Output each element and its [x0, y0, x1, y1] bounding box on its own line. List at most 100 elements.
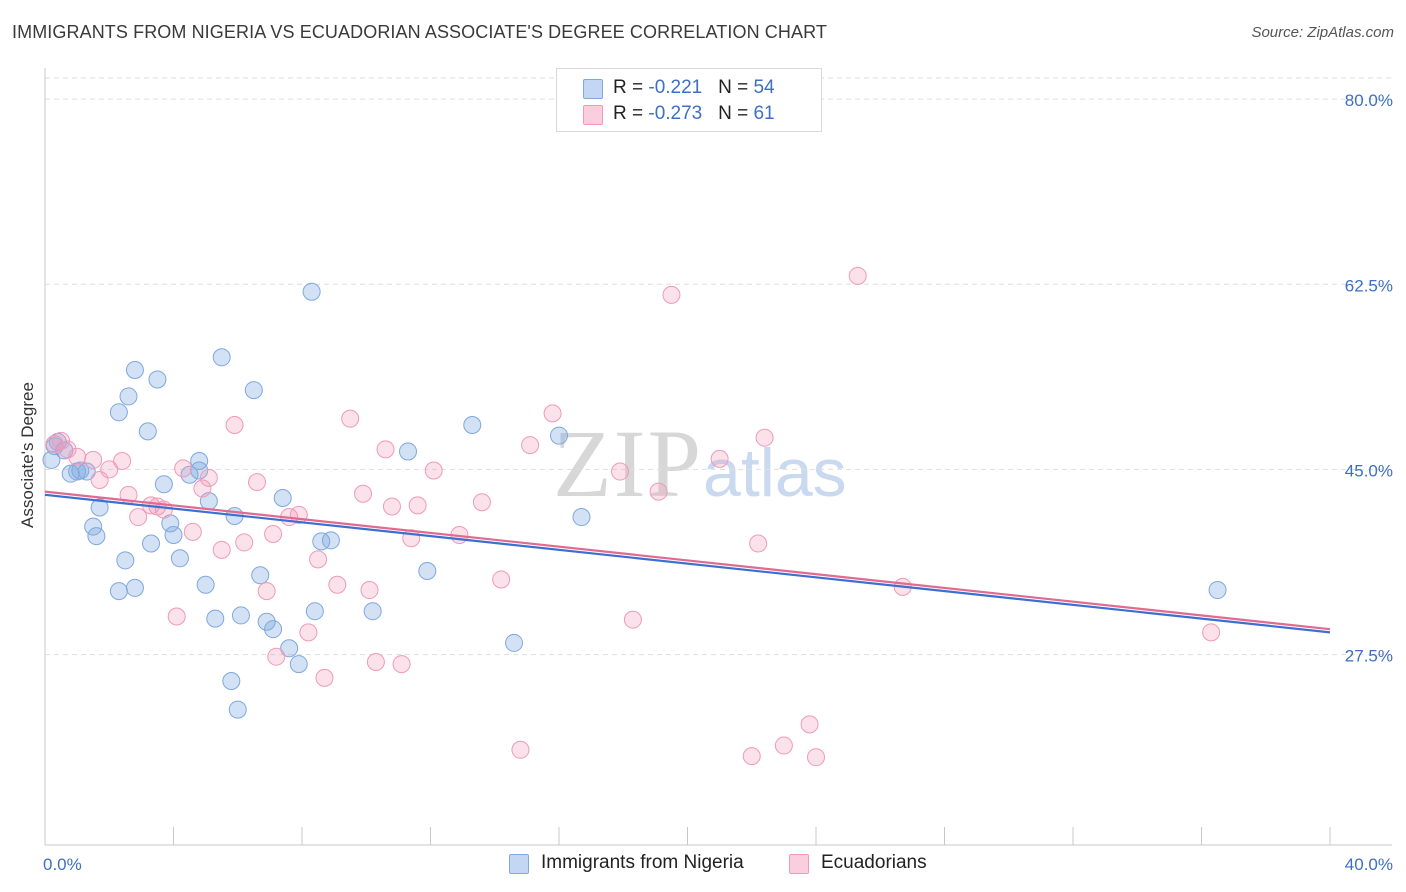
nigeria-point [399, 442, 418, 461]
ecuadorian-point [376, 440, 395, 459]
y-tick-label: 27.5% [1345, 647, 1393, 666]
nigeria-point [170, 549, 189, 568]
nigeria-point [125, 360, 144, 379]
ecuadorian-point [360, 581, 379, 600]
ecuadorian-point [174, 459, 193, 478]
legend-swatch-ecuadorians [583, 105, 603, 125]
legend-n-label: N = [718, 77, 754, 98]
nigeria-point [180, 465, 199, 484]
x-tick-label: 0.0% [43, 855, 82, 874]
ecuadorian-point [521, 436, 540, 455]
ecuadorian-point [84, 450, 103, 469]
nigeria-point [125, 578, 144, 597]
ecuadorian-point [649, 482, 668, 501]
ecuadorian-point [1202, 623, 1221, 642]
ecuadorian-point [264, 524, 283, 543]
ecuadorian-point [774, 736, 793, 755]
ecuadorian-point [100, 460, 119, 479]
nigeria-point [90, 498, 109, 517]
ecuadorian-point [511, 740, 530, 759]
watermark: ZIPatlas [553, 408, 847, 519]
ecuadorian-point [807, 748, 825, 767]
y-tick-label: 62.5% [1345, 276, 1393, 295]
watermark-atlas: atlas [703, 435, 847, 511]
ecuadorian-point [623, 610, 642, 629]
ecuadorian-point [299, 623, 318, 642]
ecuadorian-point [328, 575, 347, 594]
ecuadorian-point [424, 461, 443, 480]
ecuadorian-point [267, 647, 286, 666]
nigeria-point [164, 526, 183, 545]
ecuadorian-point [611, 462, 630, 481]
ecuadorian-point [257, 582, 276, 601]
ecuadorian-point [193, 479, 212, 498]
ecuadorian-point [662, 285, 681, 304]
ecuadorian-point [749, 534, 768, 553]
ecuadorian-point [199, 468, 218, 487]
ecuadorian-point [68, 447, 87, 466]
nigeria-point [190, 461, 209, 480]
nigeria-point [257, 612, 276, 631]
y-tick-label: 45.0% [1345, 461, 1393, 480]
nigeria-point [463, 416, 482, 435]
nigeria-point [505, 633, 524, 652]
ecuadorian-point [167, 607, 186, 626]
nigeria-point [116, 551, 135, 570]
bottom-legend-label-ecuadorians: Ecuadorians [821, 852, 927, 873]
nigeria-point [109, 403, 128, 422]
legend-n-value: 54 [753, 77, 775, 98]
nigeria-point [42, 450, 61, 469]
nigeria-point [550, 426, 568, 445]
ecuadorian-point [755, 428, 774, 447]
legend-n-value: 61 [753, 103, 775, 124]
ecuadorian-point [800, 715, 819, 734]
bottom-legend-label-nigeria: Immigrants from Nigeria [541, 852, 744, 873]
ecuadorian-point [309, 550, 328, 569]
legend-r-label: R = [613, 103, 649, 124]
ecuadorian-point [225, 416, 244, 435]
ecuadorian-point [382, 497, 401, 516]
ecuadorian-point [341, 409, 360, 428]
nigeria-point [84, 517, 103, 536]
ecuadorian-point [392, 655, 411, 674]
nigeria-point [142, 534, 161, 553]
ecuadorian-point [58, 440, 77, 459]
ecuadorian-point [472, 493, 491, 512]
nigeria-point [363, 602, 382, 621]
nigeria-point [312, 532, 331, 551]
nigeria-point [109, 582, 128, 601]
ecuadorian-point [408, 496, 427, 515]
legend-r-value: -0.273 [648, 103, 703, 124]
nigeria-point [273, 488, 292, 507]
nigeria-point [280, 639, 299, 658]
nigeria-point [244, 381, 263, 400]
nigeria-point [231, 606, 250, 625]
nigeria-point [302, 282, 321, 301]
ecuadorian-point [183, 522, 202, 541]
nigeria-point [206, 609, 225, 628]
nigeria-point [1208, 581, 1227, 600]
nigeria-point [251, 566, 270, 585]
nigeria-point [119, 387, 138, 406]
nigeria-trendline [44, 493, 1331, 634]
nigeria-point [154, 475, 173, 494]
ecuadorian-point [492, 570, 511, 589]
nigeria-point [572, 508, 591, 527]
ecuadorian-point [235, 533, 254, 552]
stats-legend: R = -0.221 N = 54 R = -0.273 N = 61 [556, 68, 822, 132]
nigeria-point [138, 422, 157, 441]
ecuadorian-point [212, 540, 231, 559]
ecuadorian-point [848, 266, 867, 285]
nigeria-point [418, 561, 437, 580]
chart-title: IMMIGRANTS FROM NIGERIA VS ECUADORIAN AS… [12, 22, 827, 42]
nigeria-point [148, 370, 167, 389]
x-tick-label: 40.0% [1345, 855, 1393, 874]
ecuadorian-point [113, 451, 132, 470]
legend-r-label: R = [613, 77, 649, 98]
source-label: Source: ZipAtlas.com [1251, 24, 1394, 41]
ecuadorian-point [315, 668, 334, 687]
bottom-legend-swatch-ecuadorians [789, 854, 809, 874]
nigeria-point [264, 620, 283, 639]
nigeria-point [289, 655, 308, 674]
nigeria-point [77, 462, 96, 481]
